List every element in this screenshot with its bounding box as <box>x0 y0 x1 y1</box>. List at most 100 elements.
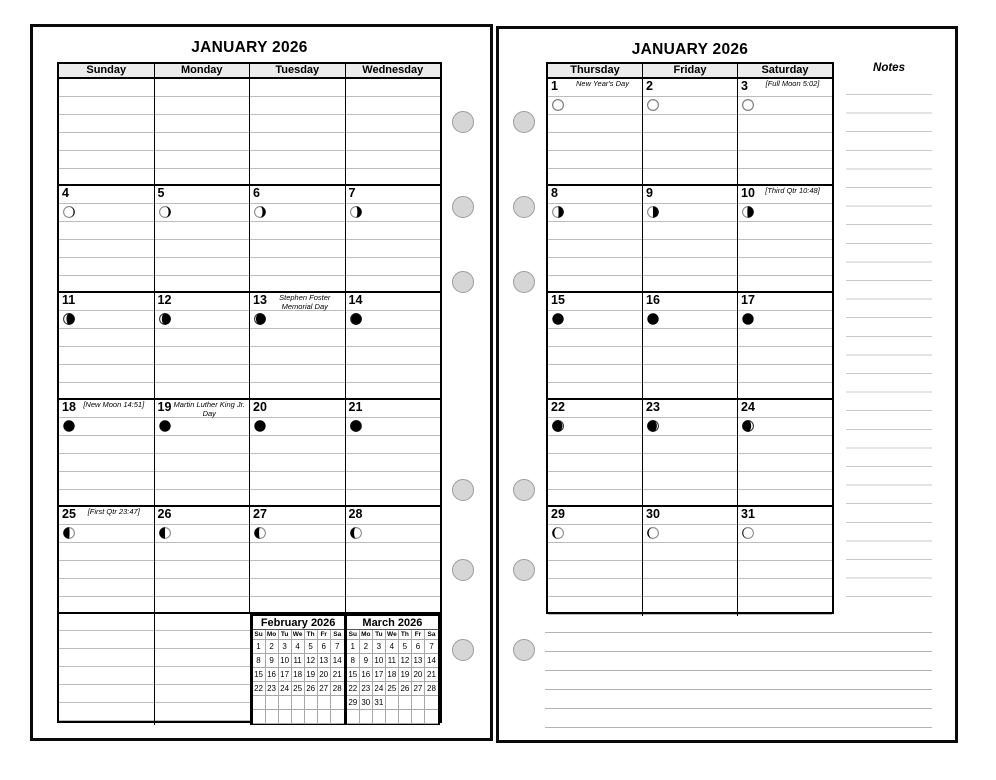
week-row: 1 New Year's Day 2 3 [Full Moon 5:02] <box>548 79 832 186</box>
day-number: 2 <box>646 79 653 93</box>
day-number: 18 <box>62 400 76 414</box>
mini-day-cell: 12 <box>398 654 412 668</box>
mini-day-cell <box>398 696 412 710</box>
day-cell: 11 <box>59 293 155 398</box>
empty-day-cell <box>154 614 251 725</box>
day-cell: 5 <box>154 186 250 291</box>
moon-phase-icon <box>741 98 755 112</box>
day-number: 12 <box>157 293 172 307</box>
binder-hole <box>513 271 535 293</box>
bottom-ruled-lines <box>545 632 932 729</box>
ruled-lines <box>59 630 154 725</box>
ruled-lines <box>59 417 154 505</box>
binder-hole <box>452 196 474 218</box>
moon-phase-icon <box>349 526 363 540</box>
mini-day-cell: 2 <box>359 640 373 654</box>
mini-day-cell: 22 <box>252 682 266 696</box>
mini-calendar-grid: Su Mo Tu We Th Fr Sa 1 2 3 4 5 6 7 8 9 10 11 12 13 14 15 16 17 1… <box>252 630 344 724</box>
day-cell: 9 <box>643 186 738 291</box>
mini-day-cell: 2 <box>265 640 279 654</box>
moon-phase-icon <box>253 205 267 219</box>
mini-dow-cell: Fr <box>411 630 425 640</box>
ruled-lines <box>59 203 154 291</box>
moon-phase-icon <box>646 312 660 326</box>
week-row <box>59 79 440 186</box>
mini-day-cell: 10 <box>278 654 292 668</box>
mini-day-cell: 14 <box>424 654 438 668</box>
moon-phase-icon <box>741 205 755 219</box>
day-header-cell: Tuesday <box>250 64 346 77</box>
moon-phase-icon <box>646 419 660 433</box>
mini-day-cell: 9 <box>359 654 373 668</box>
day-number: 16 <box>646 293 660 307</box>
moon-phase-icon <box>62 205 76 219</box>
ruled-lines <box>59 310 154 398</box>
day-annotation: [Third Qtr 10:48] <box>765 186 820 195</box>
moon-phase-icon <box>158 205 172 219</box>
left-page-title: JANUARY 2026 <box>191 39 308 56</box>
day-cell: 23 <box>643 400 738 505</box>
mini-calendar: February 2026 Su Mo Tu We Th Fr Sa 1 2 3 4 5 6 7 8 9 10 11… <box>250 614 346 725</box>
day-cell: 4 <box>59 186 155 291</box>
moon-phase-icon <box>253 312 267 326</box>
week-row: 25 [First Qtr 23:47] 26 27 28 <box>59 507 440 614</box>
day-cell: 10 [Third Qtr 10:48] <box>738 186 832 291</box>
mini-dow-cell: Mo <box>265 630 279 640</box>
day-cell: 26 <box>154 507 250 612</box>
mini-day-cell: 9 <box>265 654 279 668</box>
moon-phase-icon <box>551 312 565 326</box>
day-cell: 1 New Year's Day <box>548 79 643 184</box>
binder-hole <box>452 639 474 661</box>
week-row: 29 30 31 <box>548 507 832 616</box>
ruled-lines <box>643 203 737 291</box>
mini-day-cell: 23 <box>359 682 373 696</box>
day-annotation: [Full Moon 5:02] <box>765 79 820 88</box>
mini-day-cell: 6 <box>411 640 425 654</box>
ruled-lines <box>250 203 345 291</box>
day-number: 23 <box>646 400 660 414</box>
day-cell: 31 <box>738 507 832 616</box>
mini-day-cell <box>330 696 344 710</box>
mini-day-cell: 28 <box>330 682 344 696</box>
mini-day-cell: 25 <box>385 682 399 696</box>
day-cell: 13 Stephen Foster Memorial Day <box>250 293 346 398</box>
ruled-lines <box>738 203 832 291</box>
ruled-lines <box>154 417 249 505</box>
ruled-lines <box>345 524 440 612</box>
mini-dow-cell: Su <box>346 630 360 640</box>
day-header-cell: Saturday <box>738 64 832 77</box>
day-number: 28 <box>348 507 363 521</box>
mini-day-cell: 19 <box>304 668 318 682</box>
day-cell: 24 <box>738 400 832 505</box>
mini-dow-cell: Tu <box>278 630 292 640</box>
mini-dow-cell: We <box>291 630 305 640</box>
mini-day-cell: 16 <box>265 668 279 682</box>
mini-day-cell <box>385 710 399 724</box>
ruled-lines <box>738 524 832 616</box>
mini-day-cell: 17 <box>372 668 386 682</box>
mini-day-cell <box>278 710 292 724</box>
mini-dow-cell: Sa <box>424 630 438 640</box>
day-annotation: Stephen Foster Memorial Day <box>279 293 331 311</box>
day-number: 26 <box>157 507 172 521</box>
moon-phase-icon <box>646 98 660 112</box>
day-number: 11 <box>62 293 76 307</box>
ruled-lines <box>345 417 440 505</box>
mini-day-cell <box>424 710 438 724</box>
day-cell: 22 <box>548 400 643 505</box>
mini-day-cell <box>372 710 386 724</box>
mini-day-cell <box>278 696 292 710</box>
mini-day-cell: 16 <box>359 668 373 682</box>
mini-day-cell <box>291 696 305 710</box>
left-page: JANUARY 2026 Sunday Monday Tuesday Wednesda… <box>30 24 493 741</box>
moon-phase-icon <box>253 419 267 433</box>
mini-day-cell: 21 <box>330 668 344 682</box>
mini-day-cell: 24 <box>278 682 292 696</box>
mini-day-cell: 25 <box>291 682 305 696</box>
binder-hole <box>513 111 535 133</box>
ruled-lines <box>738 310 832 398</box>
mini-day-cell: 20 <box>317 668 331 682</box>
ruled-lines <box>548 417 642 505</box>
mini-day-cell: 6 <box>317 640 331 654</box>
